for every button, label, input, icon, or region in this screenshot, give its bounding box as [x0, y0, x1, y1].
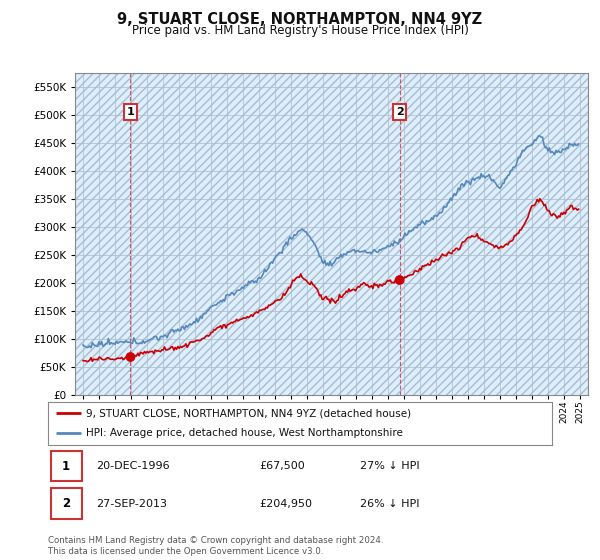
- Text: 2: 2: [62, 497, 70, 510]
- Text: HPI: Average price, detached house, West Northamptonshire: HPI: Average price, detached house, West…: [86, 428, 403, 438]
- Text: 26% ↓ HPI: 26% ↓ HPI: [361, 499, 420, 508]
- Text: 27-SEP-2013: 27-SEP-2013: [96, 499, 167, 508]
- Point: [125, 353, 135, 362]
- Text: 27% ↓ HPI: 27% ↓ HPI: [361, 461, 420, 471]
- Text: 1: 1: [127, 107, 134, 117]
- Text: £67,500: £67,500: [260, 461, 305, 471]
- FancyBboxPatch shape: [50, 488, 82, 519]
- Text: £204,950: £204,950: [260, 499, 313, 508]
- Text: 2: 2: [396, 107, 404, 117]
- Text: 9, STUART CLOSE, NORTHAMPTON, NN4 9YZ: 9, STUART CLOSE, NORTHAMPTON, NN4 9YZ: [118, 12, 482, 27]
- Text: Contains HM Land Registry data © Crown copyright and database right 2024.
This d: Contains HM Land Registry data © Crown c…: [48, 536, 383, 556]
- Text: 1: 1: [62, 460, 70, 473]
- FancyBboxPatch shape: [50, 451, 82, 482]
- Text: Price paid vs. HM Land Registry's House Price Index (HPI): Price paid vs. HM Land Registry's House …: [131, 24, 469, 36]
- Text: 9, STUART CLOSE, NORTHAMPTON, NN4 9YZ (detached house): 9, STUART CLOSE, NORTHAMPTON, NN4 9YZ (d…: [86, 408, 411, 418]
- Point: [395, 276, 404, 284]
- Text: 20-DEC-1996: 20-DEC-1996: [96, 461, 170, 471]
